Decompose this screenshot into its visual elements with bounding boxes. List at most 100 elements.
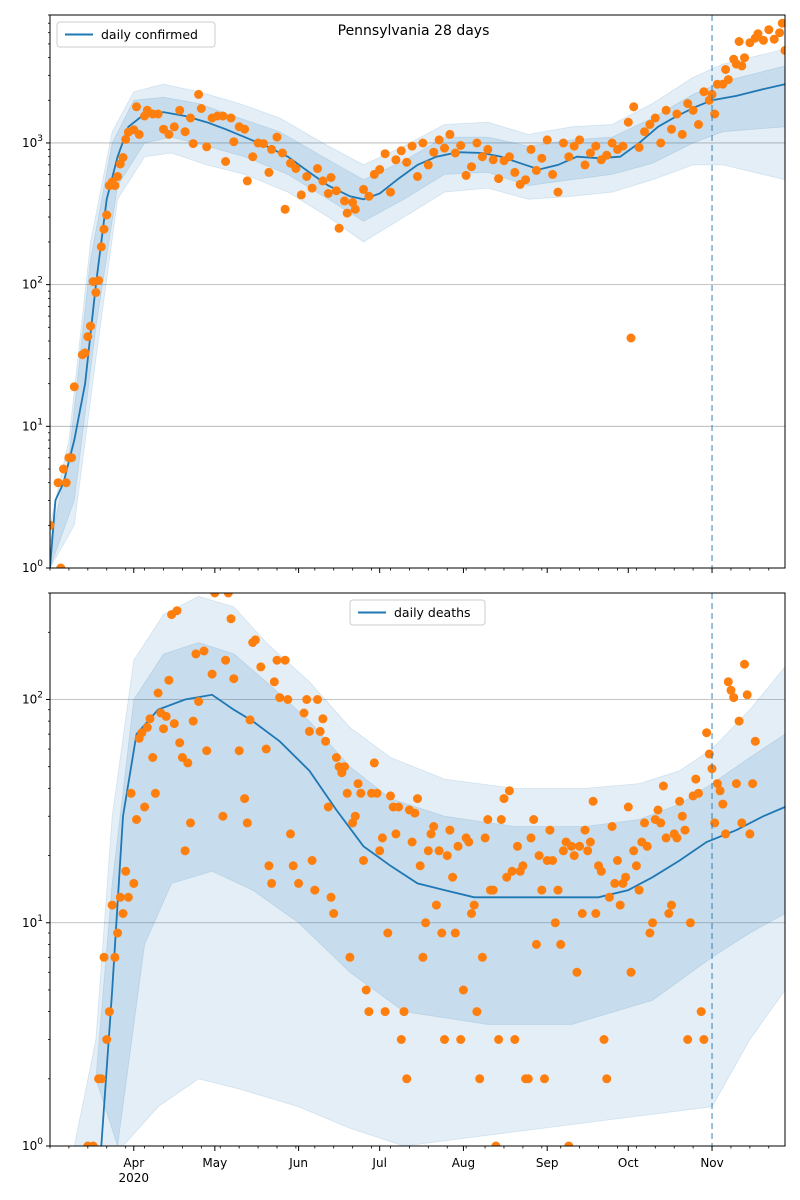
data-point	[56, 563, 66, 568]
x-tick-label: Nov	[700, 1156, 723, 1170]
data-point	[91, 288, 101, 297]
data-point	[729, 693, 739, 703]
data-point	[626, 333, 636, 343]
data-point	[558, 846, 568, 856]
data-point	[629, 102, 639, 112]
data-point	[323, 189, 333, 198]
data-point	[499, 794, 509, 804]
data-point	[596, 866, 606, 876]
data-point	[523, 1074, 533, 1084]
data-point	[488, 155, 498, 165]
data-point	[629, 846, 639, 856]
data-point	[342, 788, 352, 798]
data-point	[477, 152, 487, 162]
data-point	[623, 802, 633, 812]
data-point	[113, 172, 123, 181]
data-point	[359, 856, 368, 865]
data-point	[191, 649, 201, 659]
data-point	[110, 952, 120, 962]
data-point	[450, 148, 460, 158]
data-point	[585, 837, 595, 847]
data-point	[307, 856, 317, 865]
y-tick-exponent: 0	[37, 559, 43, 569]
data-point	[218, 811, 228, 821]
data-point	[567, 841, 576, 851]
data-point	[718, 799, 728, 809]
data-point	[650, 113, 660, 123]
data-point	[302, 172, 312, 181]
data-point	[712, 779, 722, 789]
data-point	[510, 1035, 520, 1044]
x-tick-label: Sep	[536, 1156, 559, 1170]
data-point	[350, 204, 360, 214]
data-point	[129, 878, 139, 888]
x-tick-label: Apr	[123, 1156, 144, 1170]
data-point	[169, 719, 179, 729]
data-point	[645, 120, 655, 129]
data-point	[296, 190, 306, 200]
data-point	[599, 1035, 609, 1044]
data-point	[380, 149, 390, 159]
data-point	[437, 928, 447, 938]
data-point	[442, 851, 452, 861]
data-point	[418, 138, 428, 148]
data-point	[229, 674, 239, 684]
data-point	[513, 841, 522, 851]
data-point	[256, 662, 266, 672]
data-point	[723, 677, 733, 687]
data-point	[175, 738, 185, 748]
data-point	[556, 939, 566, 949]
data-point	[159, 724, 168, 734]
data-point	[261, 744, 271, 754]
data-point	[126, 788, 136, 798]
y-tick-exponent: 1	[37, 417, 43, 427]
data-point	[750, 736, 760, 746]
data-point	[399, 1007, 409, 1017]
data-point	[702, 728, 712, 738]
data-point	[410, 808, 420, 818]
data-point	[445, 129, 455, 139]
data-point	[407, 837, 417, 847]
data-point	[521, 175, 531, 185]
data-point	[267, 144, 277, 154]
data-point	[626, 967, 636, 977]
data-point	[280, 204, 290, 214]
data-point	[386, 187, 395, 197]
data-point	[169, 122, 179, 132]
data-point	[715, 786, 725, 796]
data-point	[496, 815, 506, 824]
data-point	[245, 715, 255, 725]
data-point	[580, 825, 590, 835]
data-point	[683, 99, 693, 108]
data-point	[734, 37, 744, 46]
data-point	[726, 685, 736, 695]
data-point	[542, 135, 552, 145]
data-point	[434, 135, 444, 145]
data-point	[602, 1074, 612, 1084]
data-point	[440, 143, 449, 153]
data-point	[110, 181, 120, 191]
data-point	[456, 1035, 466, 1044]
data-point	[591, 909, 601, 918]
data-point	[194, 89, 204, 99]
data-point	[118, 909, 128, 918]
data-point	[134, 129, 144, 139]
data-point	[504, 786, 514, 796]
data-point	[345, 952, 355, 962]
data-point	[648, 918, 658, 928]
data-point	[396, 1035, 406, 1044]
data-point	[621, 872, 631, 882]
data-point	[69, 382, 79, 392]
data-point	[307, 183, 317, 193]
data-point	[394, 802, 404, 812]
data-point	[699, 87, 709, 97]
data-point	[461, 170, 471, 180]
data-point	[694, 788, 703, 798]
data-point	[210, 593, 220, 598]
data-point	[572, 967, 582, 977]
data-point	[199, 646, 209, 656]
data-point	[118, 153, 128, 162]
data-point	[721, 65, 731, 74]
data-point	[494, 1035, 504, 1044]
data-point	[153, 688, 163, 698]
